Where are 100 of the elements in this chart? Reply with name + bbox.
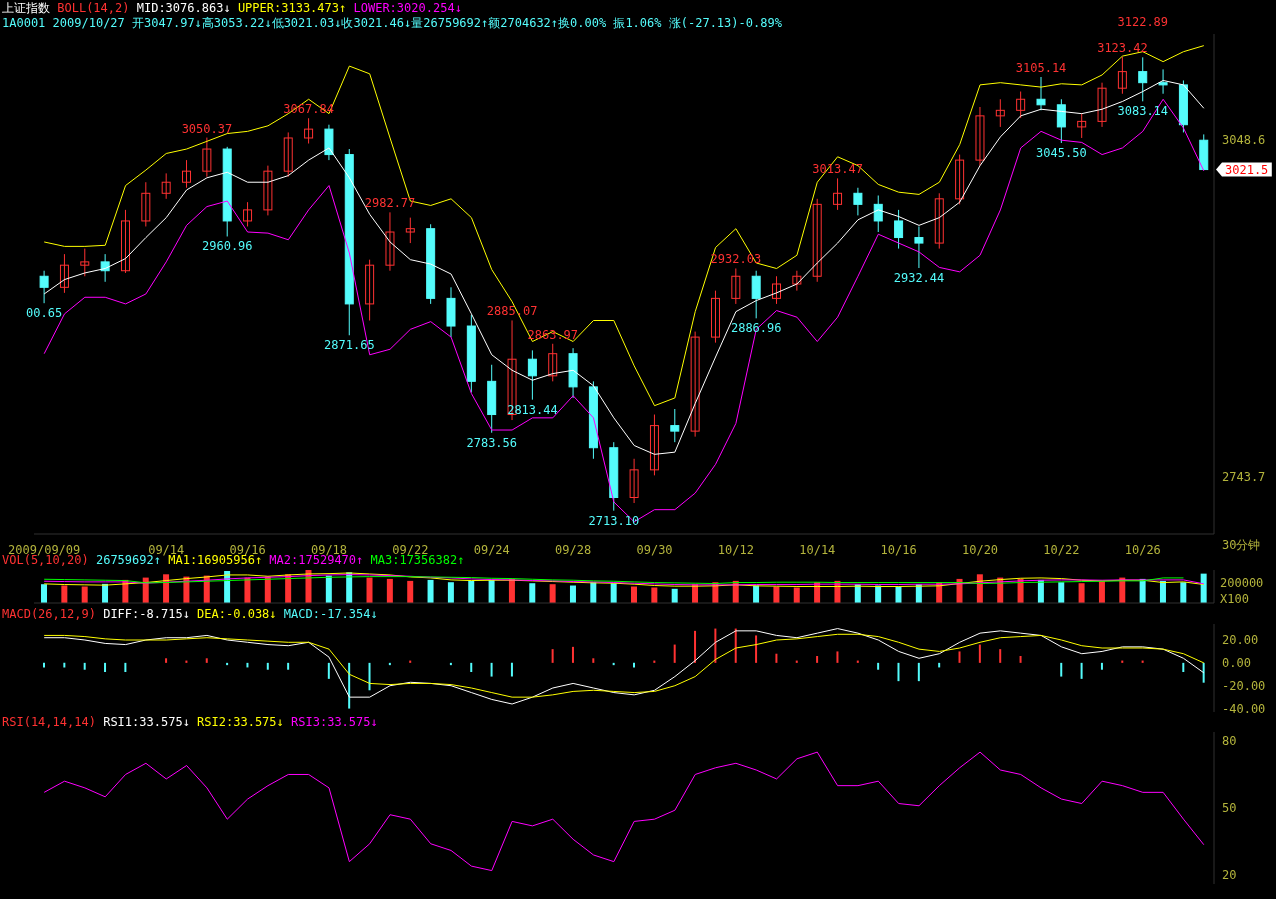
- candlestick: [1016, 91, 1026, 119]
- text: RSI3:33.575↓: [291, 715, 379, 729]
- candlestick: [1117, 56, 1127, 95]
- bar: [549, 584, 556, 603]
- text: UPPER:3133.473↑: [237, 1, 348, 15]
- candlestick: [649, 414, 659, 476]
- bar: [41, 584, 47, 603]
- candlestick: [670, 408, 680, 443]
- bar: [651, 587, 658, 603]
- text: 3021.5: [1225, 162, 1269, 177]
- bar: [775, 653, 778, 663]
- bar: [1182, 662, 1185, 672]
- bar: [694, 630, 697, 663]
- bar: [205, 658, 208, 663]
- y-tick-label: 20: [1222, 868, 1237, 883]
- x-tick-label: 10/20: [961, 543, 999, 557]
- candlestick: [263, 165, 273, 216]
- text: MACD:-17.354↓: [283, 607, 379, 621]
- candlestick: [934, 192, 944, 250]
- bar: [163, 574, 170, 603]
- candlestick: [1138, 56, 1148, 102]
- bar: [897, 662, 900, 682]
- bar: [958, 651, 961, 663]
- candlestick: [995, 98, 1005, 128]
- bar: [1019, 656, 1022, 663]
- candlestick: [873, 195, 883, 233]
- annotation: 3013.47: [812, 162, 863, 177]
- bar: [287, 662, 290, 670]
- bar: [327, 662, 330, 679]
- line-series: [43, 751, 1205, 872]
- text: MID:3076.863↓: [136, 1, 232, 15]
- candlestick: [1056, 98, 1066, 144]
- x-tick-label: 10/16: [880, 543, 917, 557]
- bar: [447, 582, 454, 603]
- bar: [407, 580, 414, 603]
- annotation: 2871.65: [324, 338, 375, 353]
- y-tick-label: -40.00: [1222, 701, 1266, 716]
- bar: [368, 662, 371, 691]
- bar: [592, 658, 595, 663]
- bar: [610, 583, 617, 603]
- text: X100: [1220, 592, 1249, 606]
- bar: [386, 578, 393, 603]
- candlestick: [690, 331, 700, 438]
- annotation: 2960.96: [201, 239, 253, 254]
- bar: [753, 585, 760, 603]
- candlestick: [1077, 113, 1087, 139]
- annotation: 2783.56: [466, 435, 518, 450]
- candlestick: [853, 187, 863, 216]
- candlestick: [812, 198, 822, 283]
- bar: [755, 635, 758, 663]
- bar: [83, 662, 86, 670]
- bar: [673, 644, 676, 663]
- bar: [917, 662, 920, 682]
- x-tick-label: 10/26: [1124, 543, 1161, 557]
- bar: [81, 586, 88, 603]
- chart-subtitle: 1A0001 2009/10/27 开3047.97↓高3053.22↓低3021.03↓收3021.46↓量26759692↑额2704632↑换0.00% 振1.06% 涨(-27.13)-0.89%: [2, 16, 782, 31]
- candlestick: [304, 117, 314, 145]
- bar: [1058, 582, 1065, 603]
- candlestick: [914, 225, 924, 269]
- bar: [468, 580, 475, 603]
- annotation: 3123.42: [1097, 40, 1148, 55]
- candlestick: [772, 275, 782, 305]
- candlestick: [39, 270, 49, 304]
- bar: [999, 649, 1002, 663]
- bar: [551, 649, 554, 663]
- annotation: 00.65: [26, 306, 63, 321]
- candlestick: [833, 177, 843, 211]
- bar: [104, 662, 107, 672]
- bar: [816, 656, 819, 663]
- series-label: DIFF:-8.715↓: [103, 607, 191, 621]
- bar: [1060, 662, 1063, 677]
- bar: [1159, 580, 1166, 603]
- annotation: 2813.44: [507, 402, 558, 417]
- bar: [1202, 662, 1205, 683]
- y-tick-label: 3048.6: [1222, 132, 1266, 147]
- legend-title: MACD(26,12,9): [2, 607, 97, 621]
- bar: [488, 579, 495, 603]
- bar: [793, 587, 800, 603]
- bar: [1200, 573, 1207, 603]
- candlestick: [629, 458, 639, 504]
- x-tick-label: 10/12: [717, 543, 754, 557]
- candlestick: [1097, 82, 1107, 128]
- bar: [631, 586, 637, 603]
- annotation: 2932.44: [893, 271, 945, 286]
- bar: [165, 658, 168, 663]
- candlestick: [894, 209, 904, 250]
- candlestick: [182, 159, 192, 189]
- bar: [671, 588, 678, 603]
- annotation: 3105.14: [1015, 60, 1067, 75]
- candlestick: [243, 201, 253, 227]
- candlestick: [1158, 68, 1168, 95]
- annotation: 2713.10: [588, 513, 640, 528]
- candlestick: [405, 217, 415, 244]
- x-tick-label: 09/30: [636, 543, 673, 557]
- bar: [124, 662, 127, 672]
- candlestick: [59, 253, 69, 294]
- line-series: [43, 628, 1205, 705]
- legend-title: RSI(14,14,14): [2, 715, 97, 729]
- legend-title: VOL(5,10,20): [2, 553, 90, 567]
- bar: [571, 646, 574, 663]
